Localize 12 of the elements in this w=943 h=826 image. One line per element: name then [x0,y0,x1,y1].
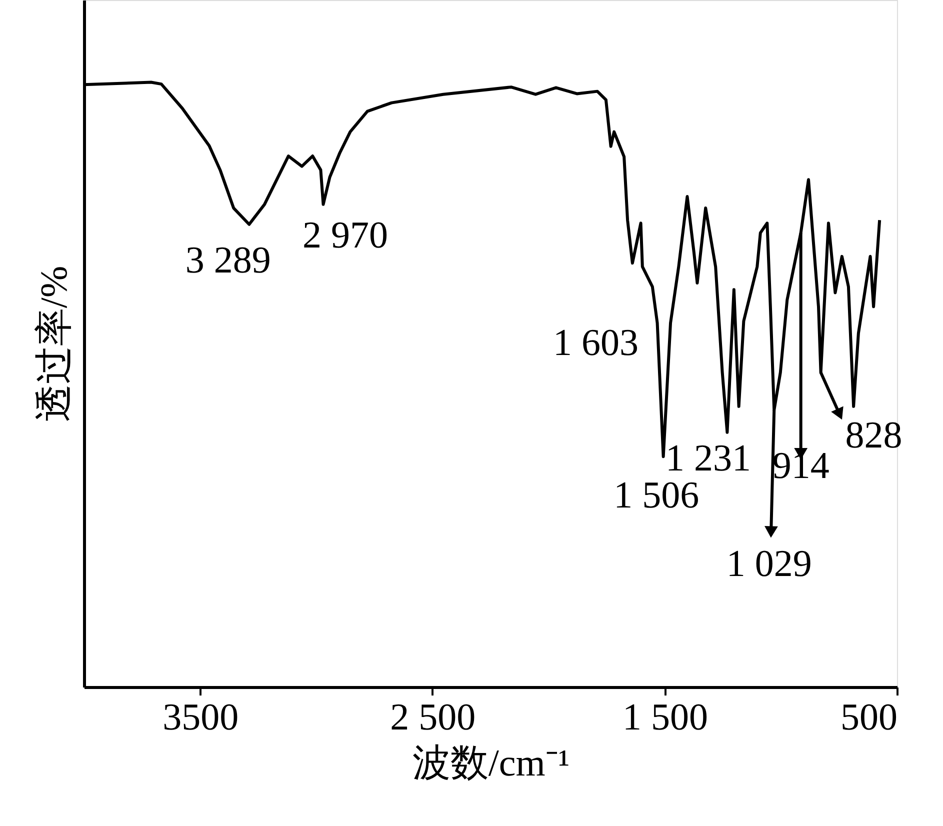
annotation: 1 029 [726,543,812,586]
x-tick-label: 500 [840,696,898,738]
annotation: 828 [845,414,902,457]
x-tick-label: 2 500 [390,696,476,738]
x-tick-label: 1 500 [622,696,708,738]
x-axis-title: 波数/cm⁻¹ [412,742,570,784]
x-tick-label: 3500 [162,696,239,738]
annotation: 1 603 [553,322,639,364]
y-axis-title: 透过率/% [34,266,76,422]
annotation: 914 [772,444,830,487]
annotation: 2 970 [302,214,388,256]
annotation: 3 289 [185,239,271,282]
